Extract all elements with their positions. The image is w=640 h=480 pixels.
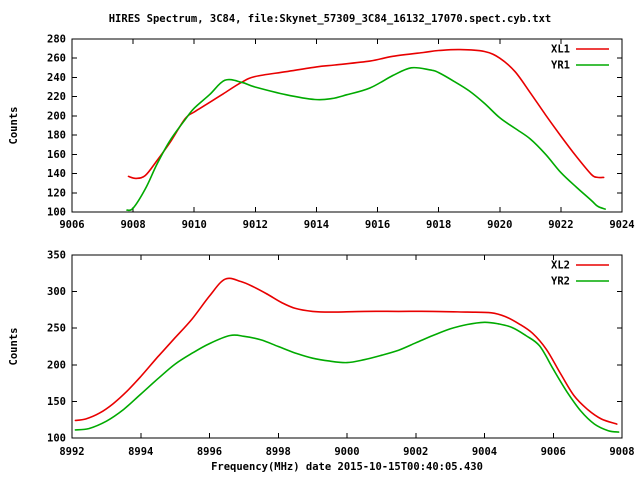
plot-border xyxy=(71,254,623,439)
legend-label-xl2: XL2 xyxy=(551,260,570,272)
x-tick-label: 8992 xyxy=(59,446,84,458)
y-tick-label: 260 xyxy=(47,53,66,65)
y-axis-title: Counts xyxy=(8,328,20,366)
x-tick-label: 9006 xyxy=(541,446,566,458)
series-yr1-curve xyxy=(126,66,606,212)
x-tick-label: 9020 xyxy=(487,219,512,231)
chart-title: HIRES Spectrum, 3C84, file:Skynet_57309_… xyxy=(109,13,552,25)
y-tick-label: 200 xyxy=(47,359,66,371)
y-tick-label: 220 xyxy=(47,91,66,103)
x-tick-label: 9000 xyxy=(334,446,359,458)
panel-1: 9006 9008 9010 9012 9014 9016 9018 9020 9022 9024… xyxy=(8,34,635,232)
legend-label-yr2: YR2 xyxy=(551,276,570,288)
x-tick-label: 9006 xyxy=(59,219,84,231)
y-tick-label: 300 xyxy=(47,286,66,298)
chart-panels: 9006 9008 9010 9012 9014 9016 9018 9020 9022 9024… xyxy=(8,34,635,459)
legend-label-yr1: YR1 xyxy=(551,60,570,72)
y-tick-label: 100 xyxy=(47,207,66,219)
x-tick-label: 9012 xyxy=(243,219,268,231)
y-tick-label: 250 xyxy=(47,323,66,335)
legend-label-xl1: XL1 xyxy=(551,44,570,56)
x-tick-label: 9014 xyxy=(304,219,329,231)
y-tick-label: 350 xyxy=(47,250,66,262)
x-tick-label: 9004 xyxy=(472,446,497,458)
x-tick-label: 9022 xyxy=(548,219,573,231)
y-tick-label: 120 xyxy=(47,187,66,199)
series-yr2-curve xyxy=(74,321,620,433)
x-tick-label: 8998 xyxy=(266,446,291,458)
x-tick-label: 8996 xyxy=(197,446,222,458)
x-tick-label: 9018 xyxy=(426,219,451,231)
y-tick-label: 160 xyxy=(47,149,66,161)
series-xl2-curve xyxy=(74,277,618,425)
x-tick-label: 9008 xyxy=(609,446,634,458)
y-tick-label: 150 xyxy=(47,396,66,408)
x-axis-label: Frequency(MHz) date 2015-10-15T00:40:05.… xyxy=(211,461,483,473)
series-xl1-curve xyxy=(127,48,605,180)
y-tick-label: 140 xyxy=(47,168,66,180)
y-tick-label: 180 xyxy=(47,130,66,142)
x-tick-label: 9010 xyxy=(182,219,207,231)
y-tick-label: 100 xyxy=(47,433,66,445)
x-tick-label: 9002 xyxy=(403,446,428,458)
plot-border xyxy=(71,38,623,213)
y-tick-label: 280 xyxy=(47,34,66,46)
x-tick-label: 9024 xyxy=(609,219,634,231)
y-tick-label: 240 xyxy=(47,72,66,84)
y-tick-label: 200 xyxy=(47,110,66,122)
x-tick-label: 9016 xyxy=(365,219,390,231)
x-tick-label: 8994 xyxy=(128,446,153,458)
x-tick-label: 9008 xyxy=(120,219,145,231)
y-axis-title: Counts xyxy=(8,107,20,145)
panel-2: 8992 8994 8996 8998 9000 9002 9004 9006 9008 100 1… xyxy=(8,250,635,459)
